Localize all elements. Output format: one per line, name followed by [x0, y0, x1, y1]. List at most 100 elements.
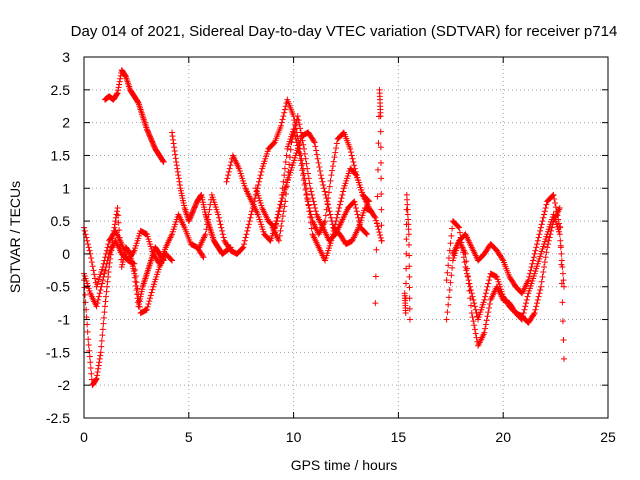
data-point: [486, 300, 493, 307]
data-point: [87, 359, 94, 366]
data-point: [93, 376, 100, 383]
data-point: [131, 260, 138, 267]
data-point: [326, 183, 333, 190]
data-point: [280, 113, 287, 120]
data-point: [312, 204, 319, 211]
data-point: [101, 309, 108, 316]
data-point: [281, 165, 288, 172]
data-point: [335, 208, 342, 215]
data-point: [560, 283, 567, 290]
data-point: [347, 145, 354, 152]
data-point: [215, 211, 222, 218]
data-point: [295, 145, 302, 152]
data-point: [472, 330, 479, 337]
data-point: [482, 293, 489, 300]
data-point: [402, 309, 409, 316]
data-point: [328, 218, 335, 225]
data-point: [466, 287, 473, 294]
data-point: [521, 306, 528, 313]
data-point: [322, 218, 329, 225]
data-point: [296, 149, 303, 156]
data-point: [526, 273, 533, 280]
data-point: [94, 372, 101, 379]
data-point: [149, 286, 156, 293]
data-point: [484, 283, 491, 290]
data-point: [288, 139, 295, 146]
data-point: [84, 328, 91, 335]
data-point: [460, 254, 467, 261]
data-point: [527, 267, 534, 274]
data-point: [96, 359, 103, 366]
data-point: [102, 267, 109, 274]
data-points: [81, 67, 567, 389]
data-point: [467, 302, 474, 309]
data-point: [541, 211, 548, 218]
data-point: [310, 198, 317, 205]
data-point: [224, 175, 231, 182]
data-point: [92, 275, 99, 282]
y-tick-label: 3: [62, 49, 70, 65]
data-point: [173, 159, 180, 166]
data-point: [82, 299, 89, 306]
data-point: [356, 221, 363, 228]
data-point: [115, 219, 122, 226]
data-point: [146, 298, 153, 305]
data-point: [528, 264, 535, 271]
data-point: [549, 221, 556, 228]
data-point: [302, 155, 309, 162]
data-point: [281, 203, 288, 210]
data-point: [329, 167, 336, 174]
data-point: [132, 266, 139, 273]
data-point: [529, 260, 536, 267]
data-point: [465, 280, 472, 287]
data-point: [445, 294, 452, 301]
data-point: [539, 273, 546, 280]
data-point: [100, 273, 107, 280]
data-point: [329, 221, 336, 228]
data-point: [443, 277, 450, 284]
data-point: [114, 204, 121, 211]
data-point: [305, 175, 312, 182]
data-point: [279, 218, 286, 225]
data-point: [368, 208, 375, 215]
y-axis-label: SDTVAR / TECUs: [7, 181, 23, 293]
data-point: [308, 188, 315, 195]
data-point: [560, 355, 567, 362]
data-point: [551, 195, 558, 202]
data-point: [299, 137, 306, 144]
data-point: [312, 143, 319, 150]
data-point: [243, 231, 250, 238]
data-point: [317, 168, 324, 175]
data-point: [532, 247, 539, 254]
data-point: [300, 172, 307, 179]
data-point: [225, 168, 232, 175]
data-point: [282, 159, 289, 166]
data-point: [541, 208, 548, 215]
data-point: [308, 191, 315, 198]
data-point: [113, 211, 120, 218]
data-point: [97, 352, 104, 359]
data-point: [306, 180, 313, 187]
data-point: [300, 141, 307, 148]
data-point: [101, 303, 108, 310]
data-point: [481, 329, 488, 336]
data-point: [169, 257, 176, 264]
data-point: [560, 337, 567, 344]
data-point: [298, 162, 305, 169]
data-series: [81, 211, 207, 290]
data-point: [290, 132, 297, 139]
data-point: [286, 154, 293, 161]
data-point: [543, 201, 550, 208]
data-point: [471, 322, 478, 329]
data-point: [240, 244, 247, 251]
data-point: [276, 204, 283, 211]
data-point: [375, 226, 382, 233]
data-point: [373, 220, 380, 227]
data-point: [313, 147, 320, 154]
data-point: [103, 264, 110, 271]
data-point: [320, 181, 327, 188]
data-point: [558, 250, 565, 257]
data-point: [283, 191, 290, 198]
data-point: [363, 230, 370, 237]
data-point: [467, 283, 474, 290]
